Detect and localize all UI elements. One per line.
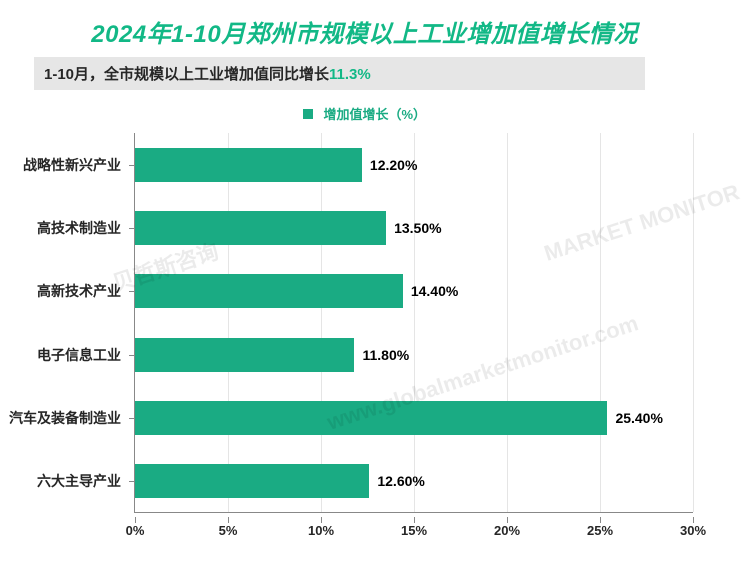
bar: 12.60% (135, 464, 369, 498)
chart-area: 0%5%10%15%20%25%30%战略性新兴产业12.20%高技术制造业13… (134, 133, 693, 538)
legend: 增加值增长（%） (4, 104, 725, 123)
bar: 14.40% (135, 274, 403, 308)
y-label: 六大主导产业 (5, 471, 127, 491)
bar-value-label: 13.50% (394, 220, 441, 236)
y-label: 汽车及装备制造业 (5, 408, 127, 428)
legend-swatch (303, 109, 313, 119)
subtitle-bar: 1-10月，全市规模以上工业增加值同比增长11.3% (34, 57, 645, 90)
y-label: 高技术制造业 (5, 218, 127, 238)
x-tick-label: 20% (494, 523, 520, 538)
bar-value-label: 11.80% (362, 347, 409, 363)
grid-line (693, 133, 694, 512)
x-tick-label: 15% (401, 523, 427, 538)
bar-value-label: 12.60% (377, 473, 424, 489)
bar: 12.20% (135, 148, 362, 182)
x-tick-label: 25% (587, 523, 613, 538)
y-label: 高新技术产业 (5, 281, 127, 301)
subtitle-highlight: 11.3% (329, 66, 371, 83)
x-tick-label: 10% (308, 523, 334, 538)
bar-row: 高新技术产业14.40% (135, 260, 693, 323)
bar-row: 电子信息工业11.80% (135, 323, 693, 386)
x-tick-label: 30% (680, 523, 706, 538)
bar: 13.50% (135, 211, 386, 245)
x-tick-label: 5% (219, 523, 238, 538)
bar-row: 战略性新兴产业12.20% (135, 133, 693, 196)
bar-value-label: 14.40% (411, 283, 458, 299)
bar: 25.40% (135, 401, 607, 435)
legend-label: 增加值增长（%） (323, 107, 426, 122)
bar-row: 汽车及装备制造业25.40% (135, 386, 693, 449)
subtitle-prefix: 1-10月，全市规模以上工业增加值同比增长 (44, 66, 329, 83)
plot-area: 0%5%10%15%20%25%30%战略性新兴产业12.20%高技术制造业13… (134, 133, 693, 513)
bar: 11.80% (135, 338, 354, 372)
bar-row: 六大主导产业12.60% (135, 450, 693, 513)
bar-row: 高技术制造业13.50% (135, 196, 693, 259)
y-label: 战略性新兴产业 (5, 155, 127, 175)
chart-container: 2024年1-10月郑州市规模以上工业增加值增长情况 1-10月，全市规模以上工… (0, 0, 743, 585)
y-label: 电子信息工业 (5, 345, 127, 365)
bar-value-label: 12.20% (370, 157, 417, 173)
x-tick-label: 0% (126, 523, 145, 538)
chart-title: 2024年1-10月郑州市规模以上工业增加值增长情况 (4, 14, 725, 49)
bar-value-label: 25.40% (615, 410, 662, 426)
